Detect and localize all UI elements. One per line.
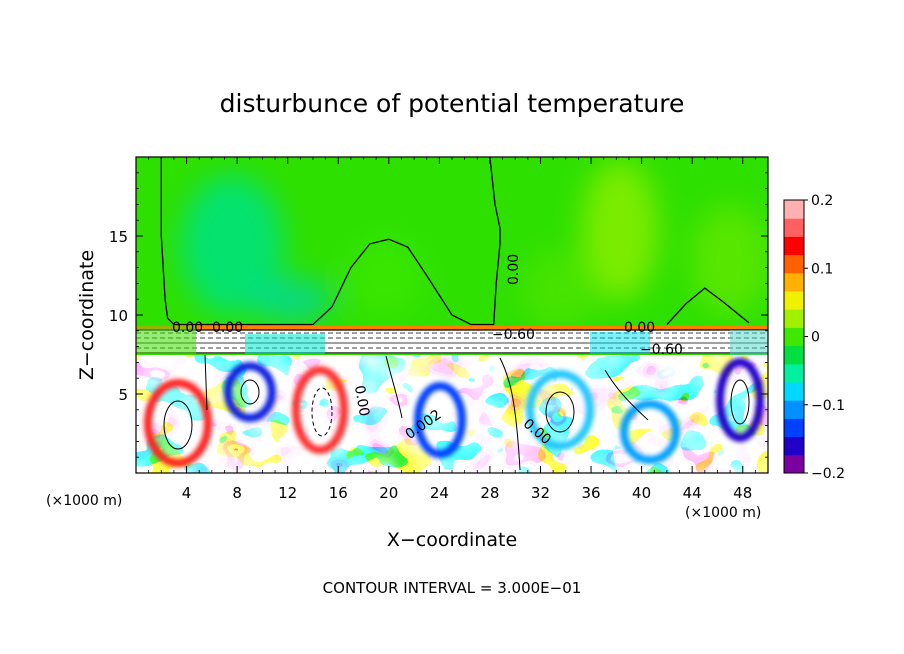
x-axis: 4 8 12 16 20 24 28 32 36 40 44 48 [148,157,756,502]
contour-label: 0.00 [506,254,522,285]
contour-label: 0.00 [351,384,372,417]
x-unit-right: (×1000 m) [685,505,761,521]
colorbar-band [784,382,804,401]
colorbar-tick-label: 0.2 [811,193,833,209]
colorbar-band [784,436,804,456]
y-tick-label: 5 [118,386,128,404]
colorbar-band [784,309,804,328]
colorbar-tick-label: −0.1 [811,398,845,414]
x-tick-label: 16 [329,484,348,502]
x-axis-label: X−coordinate [387,529,517,551]
colorbar-band [784,291,804,310]
colorbar-band [784,400,804,419]
contour-label: −0.60 [492,327,535,343]
plot-area [136,157,768,473]
colorbar: −0.2 −0.1 0 0.1 0.2 [783,193,845,482]
y-tick-label: 10 [109,307,128,325]
colorbar-band [784,418,804,438]
zero-contour-upper [160,157,501,326]
colorbar-band [784,454,804,474]
colorbar-band [784,272,804,292]
contour-interval-note: CONTOUR INTERVAL = 3.000E−01 [323,579,582,597]
x-tick-label: 12 [278,484,297,502]
zero-contour-right-dome [666,287,750,325]
inversion-band [136,326,768,356]
colorbar-tick-label: 0.1 [811,261,833,277]
x-tick-label: 8 [232,484,242,502]
x-tick-label: 36 [581,484,600,502]
colorbar-band [784,327,804,347]
colorbar-band [784,363,804,383]
y-axis-label: Z−coordinate [76,250,98,380]
contour-label: −0.60 [640,342,683,358]
colorbar-band [784,200,804,219]
colorbar-band [784,254,804,274]
colorbar-band [784,345,804,365]
x-tick-label: 32 [531,484,550,502]
x-tick-label: 24 [430,484,449,502]
y-axis: 5 10 15 [109,172,768,458]
colorbar-band [784,218,804,237]
x-tick-label: 28 [480,484,499,502]
contour-label: 0.00 [624,320,655,336]
x-tick-label: 20 [379,484,398,502]
y-tick-label: 15 [109,228,128,246]
colorbar-tick-label: −0.2 [811,466,845,482]
x-tick-label: 40 [632,484,651,502]
chart-title: disturbunce of potential temperature [220,89,685,118]
turbulent-lower-layer [136,354,768,473]
x-unit-left: (×1000 m) [46,493,122,509]
x-tick-label: 4 [182,484,192,502]
colorbar-band [784,236,804,256]
contour-label: 0.00 [172,320,203,336]
contour-label: 0.00 [212,320,243,336]
upper-layer-shading [180,160,768,330]
x-tick-label: 48 [733,484,752,502]
x-tick-label: 44 [683,484,702,502]
colorbar-tick-label: 0 [811,330,820,346]
